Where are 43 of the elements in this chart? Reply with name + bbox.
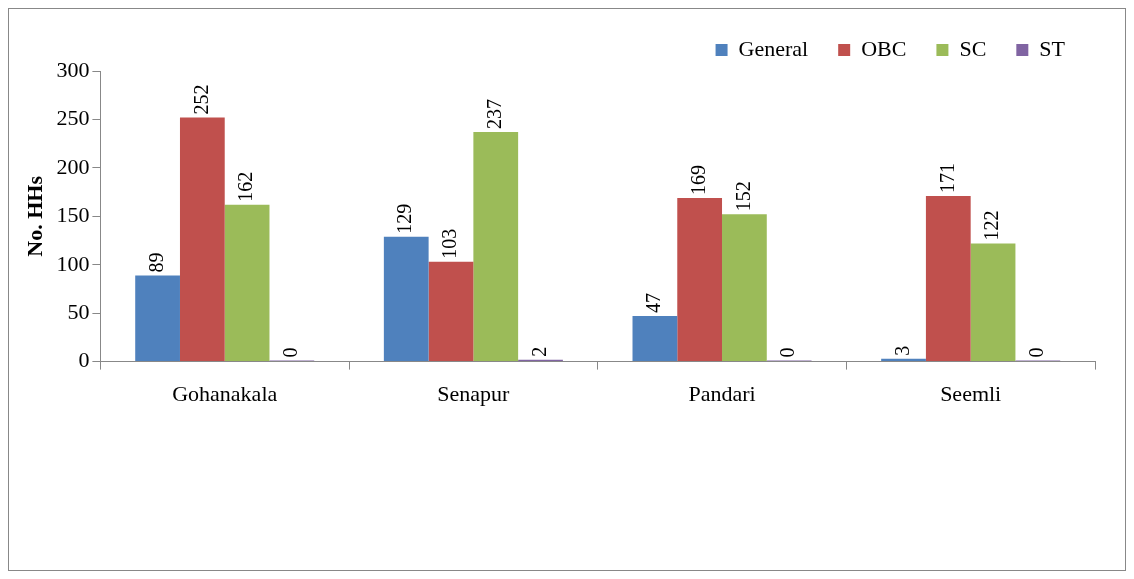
bar: [135, 275, 180, 362]
legend-label: General: [738, 35, 809, 61]
legend-label: SC: [959, 35, 987, 61]
y-tick-label: 300: [56, 56, 90, 82]
legend-label: ST: [1039, 35, 1066, 61]
bar: [970, 243, 1016, 362]
bar: [473, 132, 519, 362]
y-tick-label: 0: [78, 347, 90, 373]
data-label: 47: [642, 293, 665, 314]
bar: [179, 117, 225, 362]
data-label: 0: [279, 347, 302, 358]
bar: [925, 195, 971, 362]
bar: [632, 316, 678, 362]
bar: [677, 197, 723, 362]
y-tick-label: 200: [56, 153, 90, 179]
data-label: 0: [776, 347, 799, 358]
data-label: 3: [890, 345, 913, 356]
data-label: 2: [527, 346, 550, 357]
data-label: 237: [483, 99, 505, 130]
x-tick-label: Senapur: [437, 380, 511, 406]
data-label: 152: [731, 181, 754, 212]
data-label: 0: [1025, 347, 1048, 358]
x-tick-label: Gohanakala: [172, 380, 278, 406]
y-tick-label: 50: [67, 298, 90, 324]
y-tick-label: 100: [56, 250, 90, 276]
bar: [428, 261, 474, 362]
y-tick-label: 250: [56, 105, 90, 131]
data-label: 129: [393, 203, 416, 234]
x-tick-label: Pandari: [688, 380, 756, 406]
x-tick-label: Seemli: [940, 380, 1002, 406]
data-label: 171: [935, 162, 958, 193]
data-label: 89: [144, 252, 167, 273]
legend-label: OBC: [861, 35, 907, 61]
data-label: 252: [189, 84, 212, 115]
data-label: 162: [234, 171, 257, 202]
bar: [383, 236, 429, 362]
data-label: 122: [980, 210, 1003, 241]
bar: [224, 204, 270, 362]
y-tick-label: 150: [56, 202, 90, 228]
data-label: 169: [686, 164, 709, 195]
y-axis-title: No. HHs: [21, 175, 47, 257]
bar: [722, 214, 767, 362]
data-label: 103: [438, 228, 461, 259]
